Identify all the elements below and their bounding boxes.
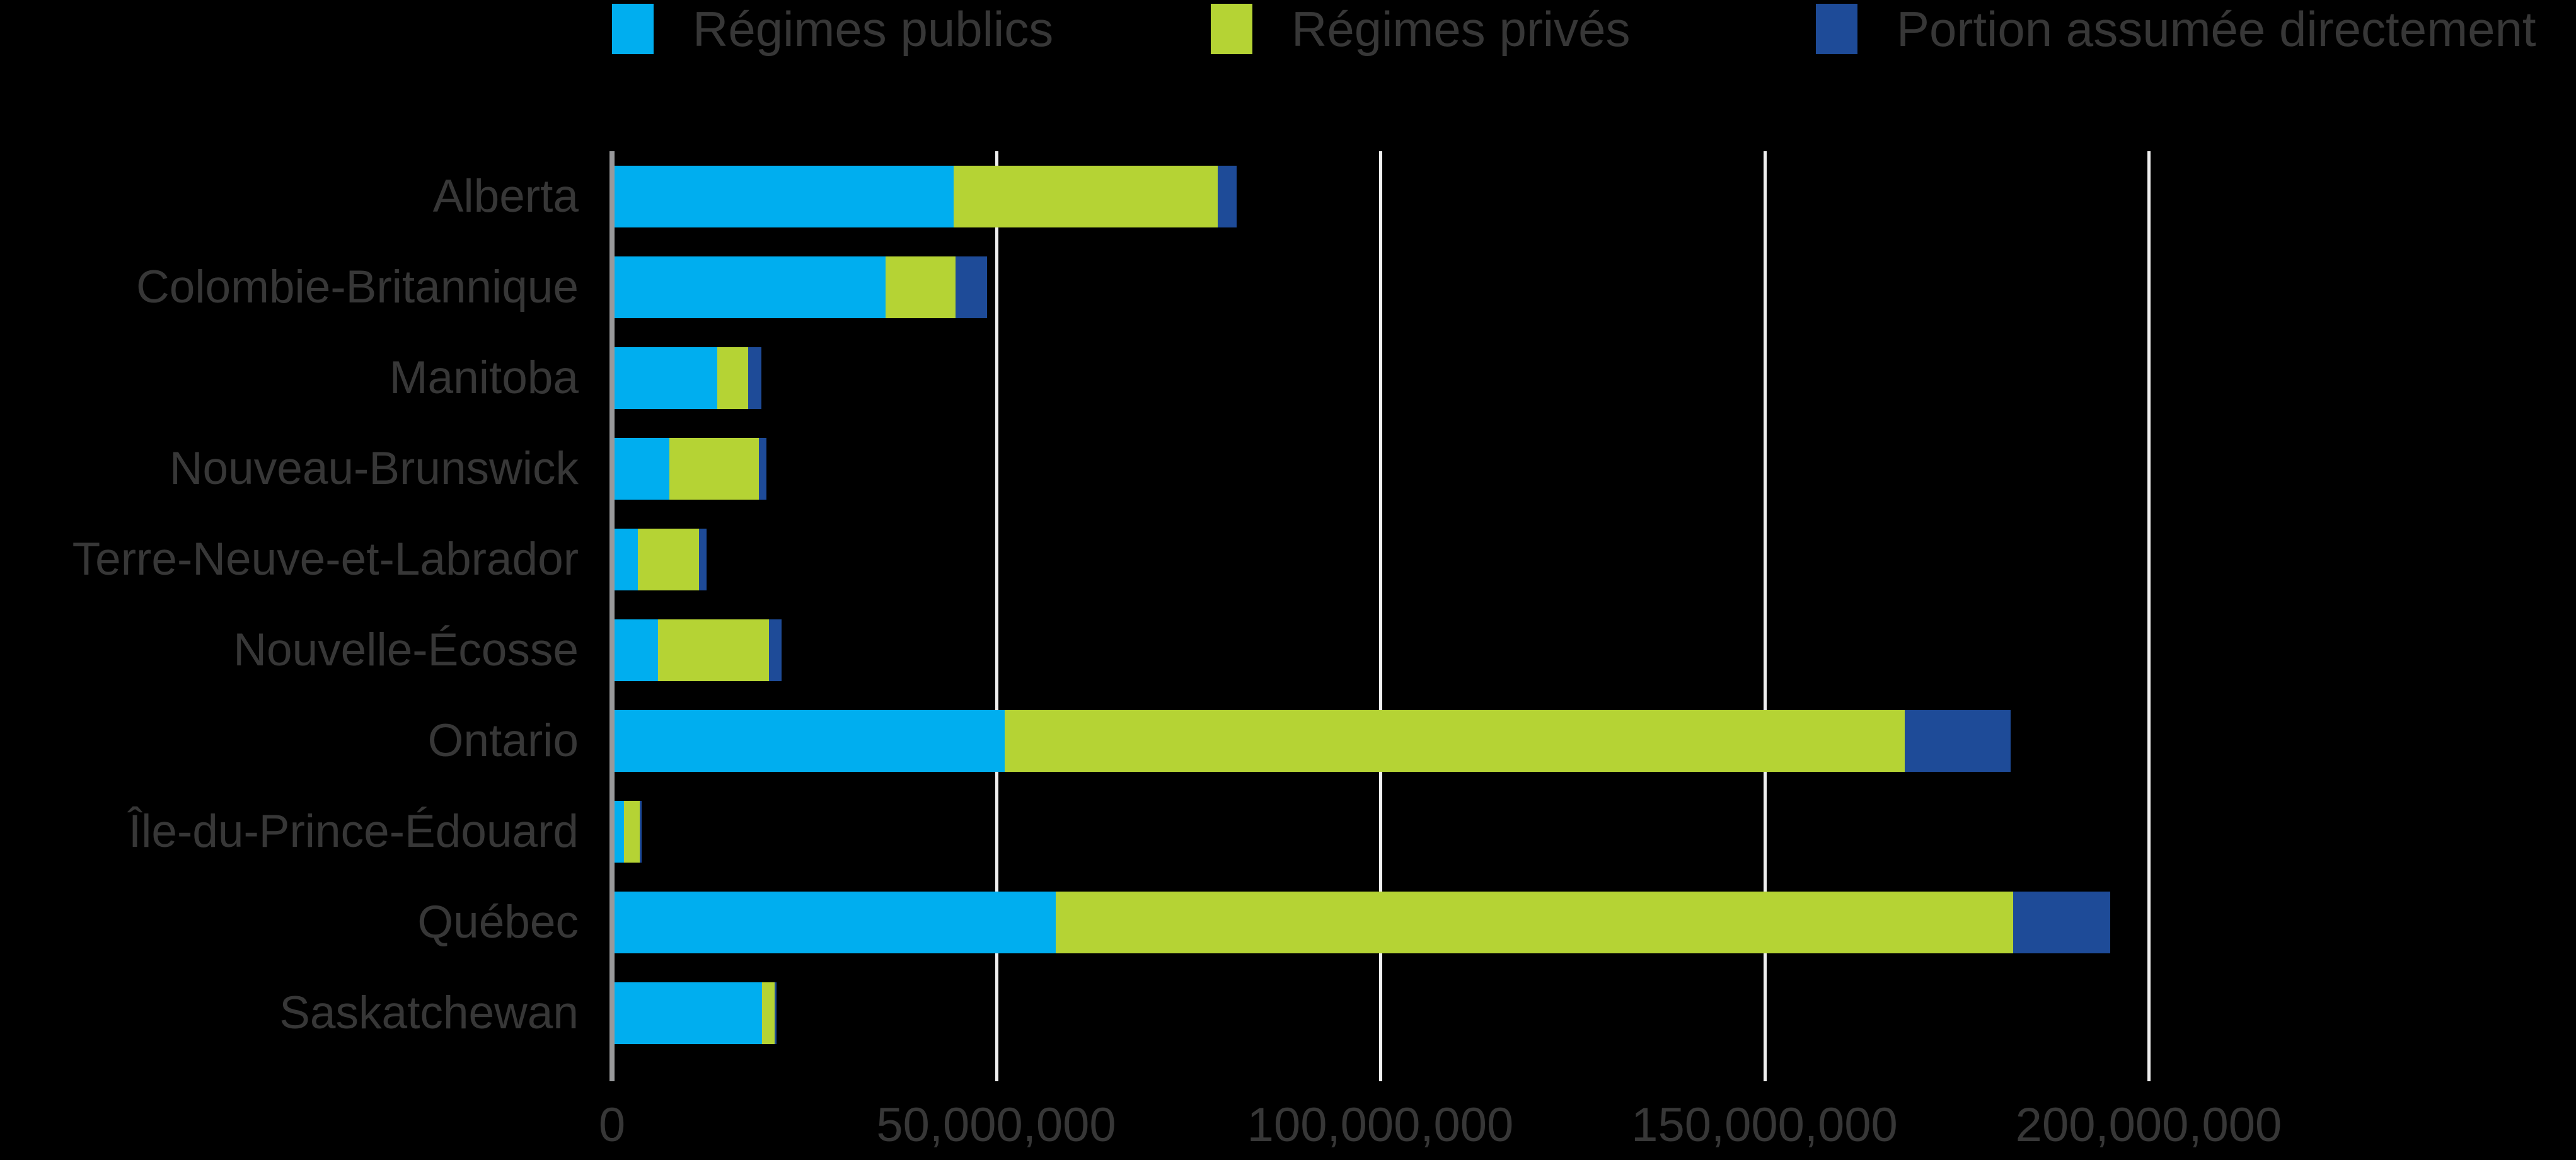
bar-segment-prives (658, 619, 769, 681)
bar-segment-publics (615, 801, 624, 863)
bar-segment-prives (1055, 892, 2013, 953)
bar-segment-publics (615, 619, 659, 681)
bar-segment-publics (615, 347, 718, 409)
gridline (1379, 151, 1382, 1066)
x-tick-label: 200,000,000 (2015, 1098, 2282, 1152)
gridline (2147, 151, 2151, 1066)
bar-segment-publics (615, 529, 638, 590)
stacked-bar (615, 982, 777, 1044)
bar-segment-portion (2013, 892, 2111, 953)
legend-item: Régimes privés (1211, 1, 1631, 57)
x-tick-label: 100,000,000 (1247, 1098, 1514, 1152)
row-label: Saskatchewan (279, 987, 579, 1038)
row-label: Terre-Neuve-et-Labrador (72, 533, 579, 585)
bar-row: Nouveau-Brunswick (0, 423, 2576, 514)
bar-segment-portion (769, 619, 782, 681)
bar-segment-prives (637, 529, 700, 590)
bar-segment-prives (762, 982, 775, 1044)
bar-row: Colombie-Britannique (0, 242, 2576, 333)
row-label: Île-du-Prince-Édouard (128, 805, 579, 857)
legend-swatch-portion (1816, 4, 1857, 54)
x-axis-tick (995, 1066, 998, 1081)
x-tick-label: 50,000,000 (876, 1098, 1116, 1152)
x-axis-tick (1763, 1066, 1767, 1081)
legend-item: Portion assumée directement (1816, 1, 2536, 57)
bar-row: Terre-Neuve-et-Labrador (0, 514, 2576, 605)
legend-swatch-publics (612, 4, 654, 54)
x-axis-tick (2147, 1066, 2151, 1081)
bar-segment-prives (953, 166, 1218, 227)
bar-segment-prives (717, 347, 749, 409)
legend-label: Portion assumée directement (1897, 1, 2536, 57)
bar-segment-portion (774, 982, 777, 1044)
bar-row: Saskatchewan (0, 968, 2576, 1059)
bar-segment-publics (615, 256, 886, 318)
legend-swatch-prives (1211, 4, 1252, 54)
bar-row: Nouvelle-Écosse (0, 605, 2576, 696)
legend-label: Régimes privés (1291, 1, 1631, 57)
bar-segment-portion (640, 801, 642, 863)
bar-segment-publics (615, 438, 669, 500)
bar-segment-publics (615, 710, 1005, 772)
bar-segment-prives (886, 256, 956, 318)
bar-segment-portion (699, 529, 707, 590)
x-tick-label: 150,000,000 (1631, 1098, 1898, 1152)
gridline (995, 151, 998, 1066)
bar-row: Québec (0, 877, 2576, 968)
bar-row: Île-du-Prince-Édouard (0, 786, 2576, 877)
row-label: Manitoba (389, 352, 579, 403)
row-label: Colombie-Britannique (136, 261, 579, 313)
gridline (1763, 151, 1767, 1066)
bar-segment-portion (748, 347, 761, 409)
bar-segment-portion (759, 438, 767, 500)
stacked-bar (615, 438, 767, 500)
stacked-bar (615, 619, 782, 681)
stacked-bar (615, 256, 988, 318)
x-tick-label: 0 (598, 1098, 626, 1152)
row-label: Québec (417, 896, 579, 948)
bar-segment-publics (615, 982, 763, 1044)
row-label: Ontario (427, 715, 579, 766)
x-axis-tick (1379, 1066, 1382, 1081)
row-label: Nouveau-Brunswick (169, 442, 579, 494)
bar-segment-publics (615, 892, 1056, 953)
legend-label: Régimes publics (693, 1, 1054, 57)
stacked-bar (615, 710, 2011, 772)
stacked-bar (615, 892, 2111, 953)
legend-item: Régimes publics (612, 1, 1053, 57)
bar-segment-portion (1904, 710, 2011, 772)
bar-segment-portion (1217, 166, 1237, 227)
bar-segment-prives (623, 801, 640, 863)
stacked-bar (615, 529, 707, 590)
bar-segment-publics (615, 166, 954, 227)
bar-segment-prives (1005, 710, 1905, 772)
bar-segment-prives (669, 438, 760, 500)
row-label: Nouvelle-Écosse (233, 624, 579, 675)
stacked-bar (615, 347, 761, 409)
bar-row: Ontario (0, 696, 2576, 786)
bar-row: Manitoba (0, 333, 2576, 423)
bar-segment-portion (956, 256, 988, 318)
stacked-bar (615, 166, 1237, 227)
bar-row: Alberta (0, 151, 2576, 242)
row-label: Alberta (432, 170, 579, 222)
stacked-bar (615, 801, 642, 863)
y-axis-line (609, 151, 615, 1081)
